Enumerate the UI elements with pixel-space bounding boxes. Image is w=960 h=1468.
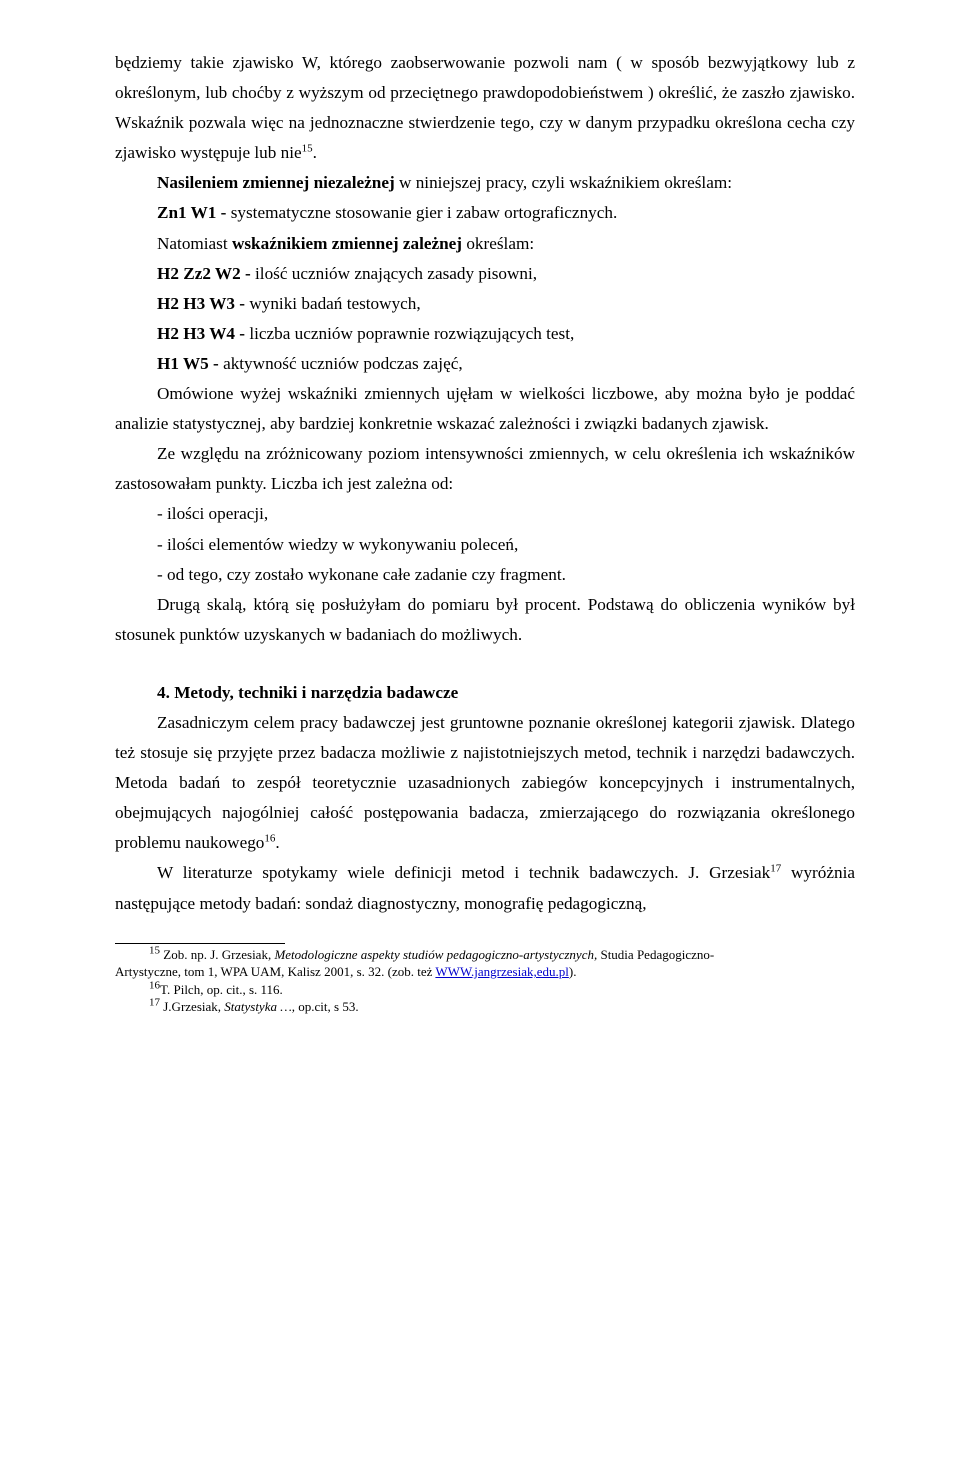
footnote-text: J.Grzesiak, [160,999,224,1014]
body-text: Drugą skalą, którą się posłużyłam do pom… [115,595,855,644]
footnote-italic: Metodologiczne aspekty studiów pedagogic… [274,947,597,962]
body-text: będziemy takie zjawisko W, którego zaobs… [115,53,855,162]
footnote-ref-15: 15 [302,143,313,155]
body-text: wyniki badań testowych, [249,294,420,313]
body-text: Omówione wyżej wskaźniki zmiennych ujęła… [115,384,855,433]
footnote-text: op.cit, s 53. [295,999,359,1014]
footnote-number: 15 [149,944,160,956]
paragraph-points: Ze względu na zróżnicowany poziom intens… [115,439,855,499]
bold-label: H2 H3 W3 - [157,294,249,313]
body-text: W literaturze spotykamy wiele definicji … [157,863,770,882]
indicator-h2zz2: H2 Zz2 W2 - ilość uczniów znających zasa… [115,259,855,289]
body-text: Ze względu na zróżnicowany poziom intens… [115,444,855,493]
bullet-elements: - ilości elementów wiedzy w wykonywaniu … [115,530,855,560]
footnote-ref-16: 16 [264,833,275,845]
bold-label: H2 H3 W4 - [157,324,249,343]
paragraph-nasileniem: Nasileniem zmiennej niezależnej w niniej… [115,168,855,198]
bold-label: Zn1 W1 - [157,203,231,222]
body-text: - ilości elementów wiedzy w wykonywaniu … [157,535,518,554]
indicator-h2h3w4: H2 H3 W4 - liczba uczniów poprawnie rozw… [115,319,855,349]
footnote-ref-17: 17 [770,863,781,875]
body-text: - ilości operacji, [157,504,268,523]
bullet-operations: - ilości operacji, [115,499,855,529]
paragraph-natomiast: Natomiast wskaźnikiem zmiennej zależnej … [115,229,855,259]
footnote-number: 17 [149,997,160,1009]
section-heading-4: 4. Metody, techniki i narzędzia badawcze [115,678,855,708]
footnote-17: 17 J.Grzesiak, Statystyka …, op.cit, s 5… [115,998,855,1016]
bold-label: H2 Zz2 W2 - [157,264,255,283]
footnote-text: Studia Pedagogiczno- [597,947,714,962]
footnote-text: Artystyczne, tom 1, WPA UAM, Kalisz 2001… [115,964,435,979]
indicator-zn1: Zn1 W1 - systematyczne stosowanie gier i… [115,198,855,228]
body-text: liczba uczniów poprawnie rozwiązujących … [249,324,574,343]
bold-text: Nasileniem zmiennej niezależnej [157,173,395,192]
footnote-16: 16T. Pilch, op. cit., s. 116. [115,981,855,999]
footnote-number: 16 [149,979,160,991]
paragraph-methods-intro: Zasadniczym celem pracy badawczej jest g… [115,708,855,858]
body-text: - od tego, czy zostało wykonane całe zad… [157,565,566,584]
document-page: będziemy takie zjawisko W, którego zaobs… [0,0,960,1056]
paragraph-intro: będziemy takie zjawisko W, którego zaobs… [115,48,855,168]
footnote-text: ). [569,964,577,979]
footnotes-block: 15 Zob. np. J. Grzesiak, Metodologiczne … [115,946,855,1016]
body-text: . [313,143,317,162]
body-text: aktywność uczniów podczas zajęć, [223,354,463,373]
footnote-text: T. Pilch, op. cit., s. 116. [160,982,283,997]
footnote-15: 15 Zob. np. J. Grzesiak, Metodologiczne … [115,946,855,964]
footnote-separator [115,943,285,944]
indicator-h1w5: H1 W5 - aktywność uczniów podczas zajęć, [115,349,855,379]
body-text: ilość uczniów znających zasady pisowni, [255,264,537,283]
paragraph-summary: Omówione wyżej wskaźniki zmiennych ujęła… [115,379,855,439]
paragraph-percent: Drugą skalą, którą się posłużyłam do pom… [115,590,855,650]
body-text: Natomiast [157,234,232,253]
bold-text: wskaźnikiem zmiennej zależnej [232,234,462,253]
paragraph-literature: W literaturze spotykamy wiele definicji … [115,858,855,918]
footnote-italic: Statystyka …, [224,999,295,1014]
body-text: systematyczne stosowanie gier i zabaw or… [231,203,618,222]
bold-label: H1 W5 - [157,354,223,373]
bullet-task: - od tego, czy zostało wykonane całe zad… [115,560,855,590]
section-gap [115,650,855,678]
body-text: w niniejszej pracy, czyli wskaźnikiem ok… [395,173,732,192]
body-text: . [275,833,279,852]
heading-text: 4. Metody, techniki i narzędzia badawcze [157,683,458,702]
body-text: określam: [462,234,534,253]
footnote-text: Zob. np. J. Grzesiak, [160,947,274,962]
body-text: Zasadniczym celem pracy badawczej jest g… [115,713,855,852]
footnote-15-cont: Artystyczne, tom 1, WPA UAM, Kalisz 2001… [115,963,855,981]
footnote-link[interactable]: WWW.jangrzesiak,edu.pl [435,964,568,979]
indicator-h2h3w3: H2 H3 W3 - wyniki badań testowych, [115,289,855,319]
